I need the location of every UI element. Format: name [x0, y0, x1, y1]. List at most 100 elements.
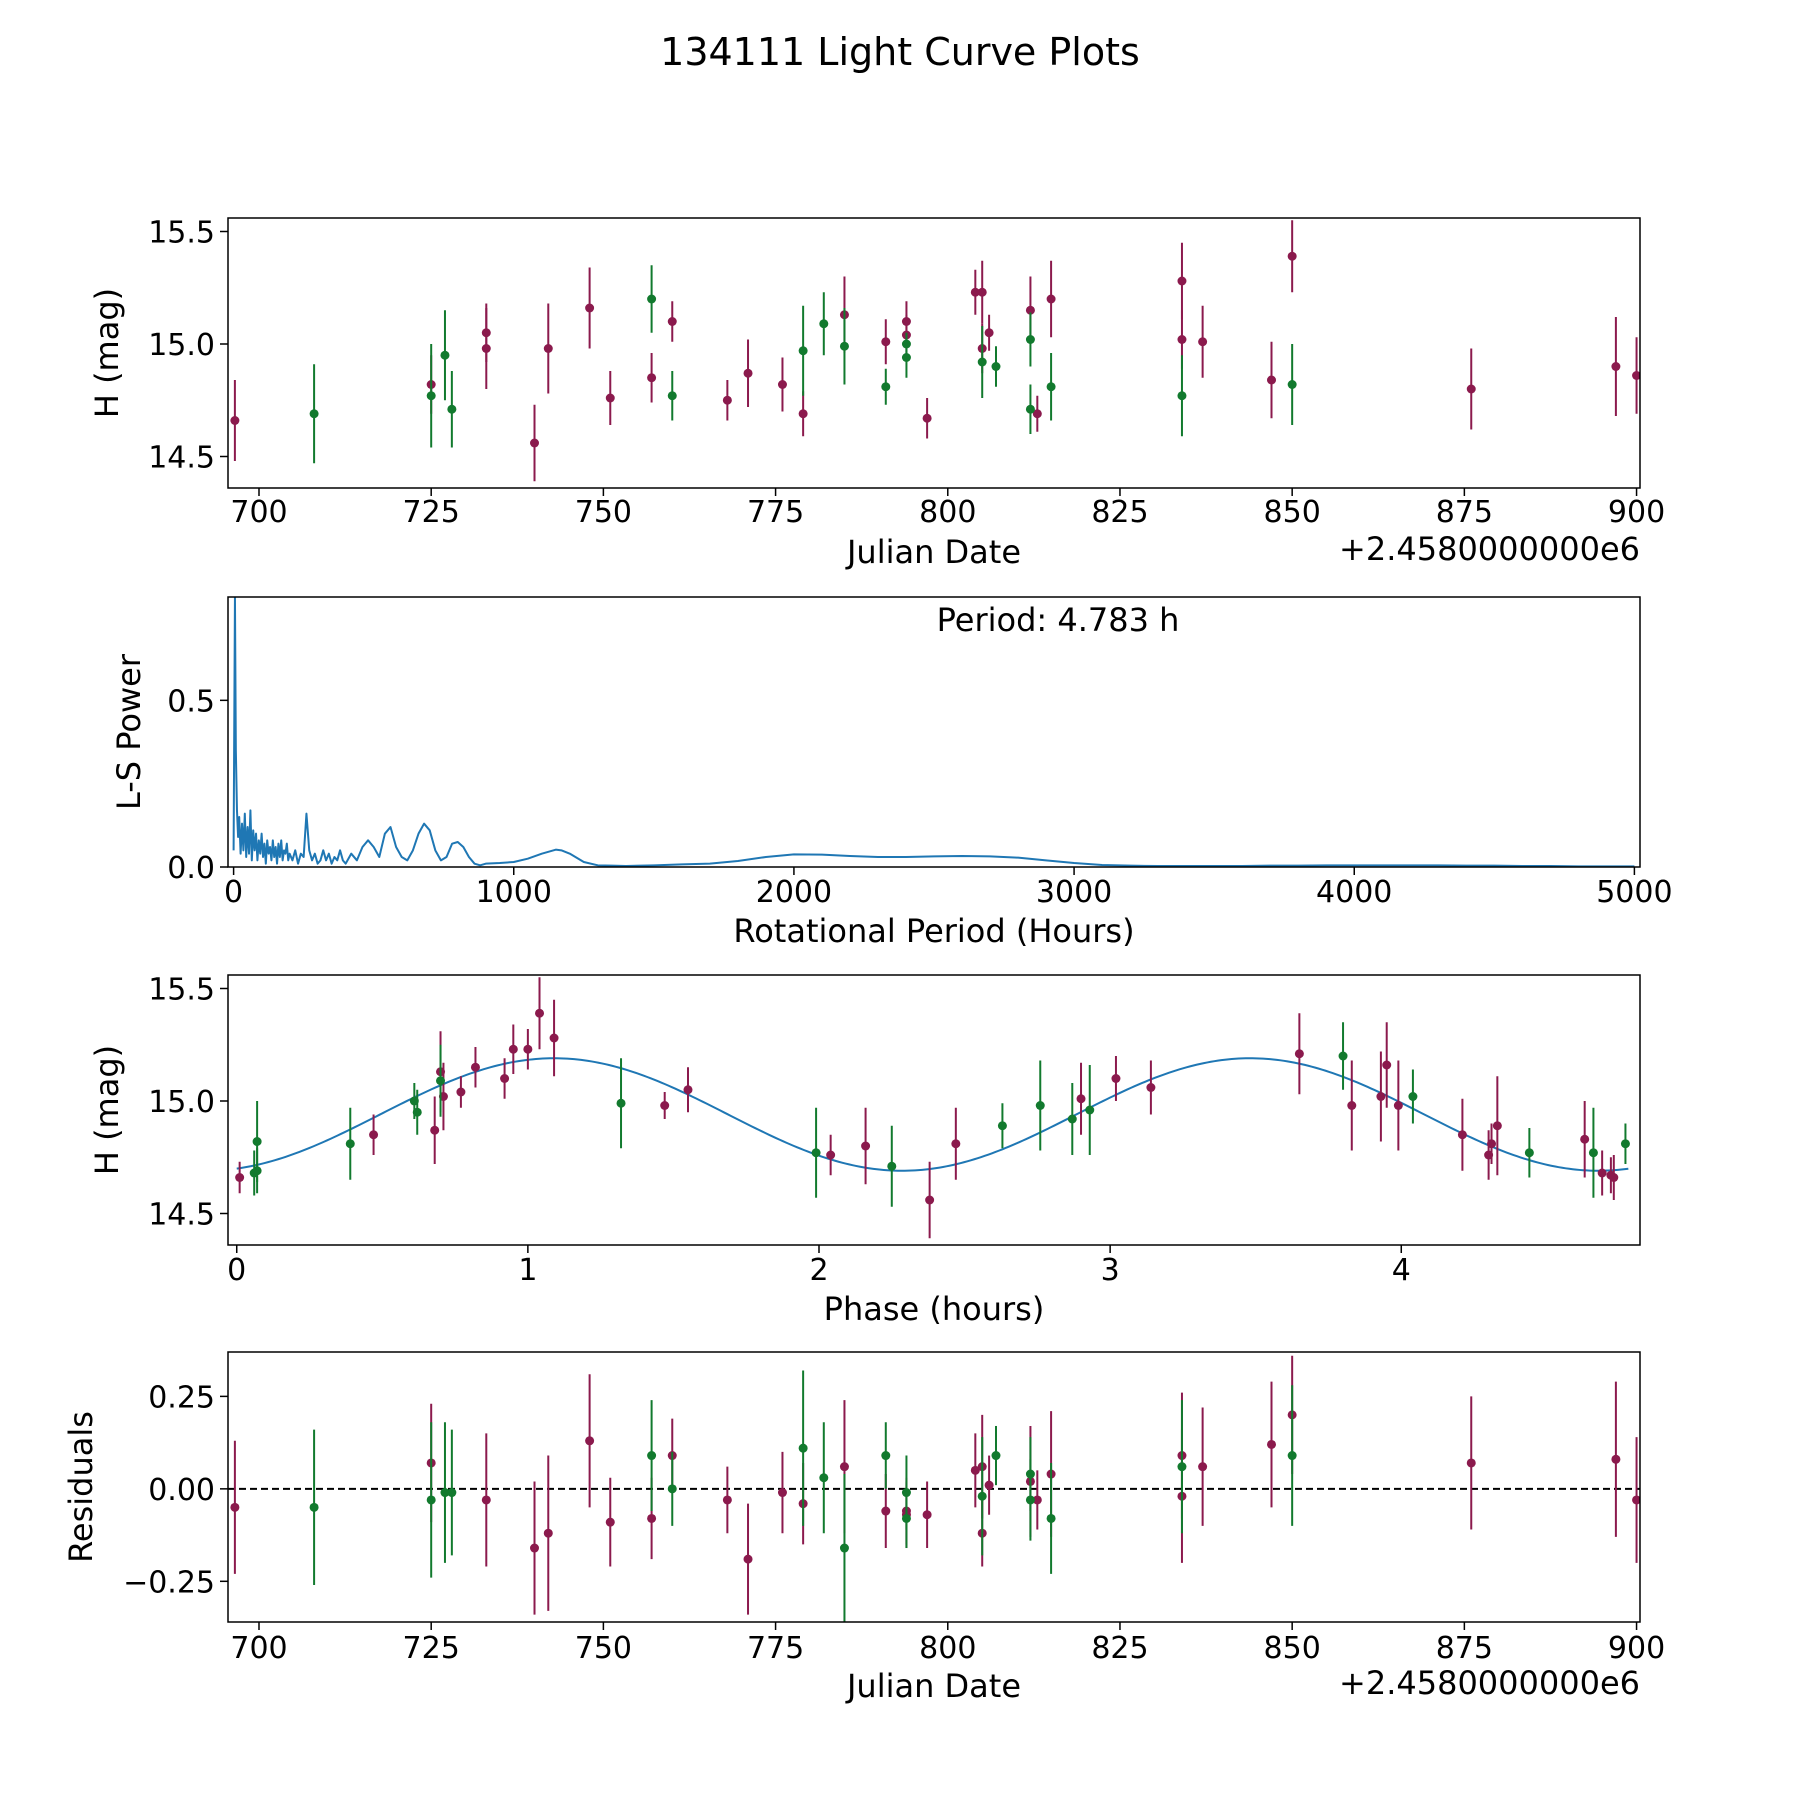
data-point — [1466, 1458, 1476, 1468]
data-point — [826, 1150, 836, 1160]
x-tick-label: 800 — [919, 1631, 976, 1666]
x-axis-label: Phase (hours) — [824, 1290, 1045, 1328]
data-point — [252, 1137, 262, 1146]
data-point — [345, 1139, 355, 1149]
data-point — [1177, 276, 1187, 286]
data-point — [977, 1491, 987, 1501]
data-point — [1177, 1462, 1187, 1472]
axes-frame — [227, 974, 1641, 1246]
data-point — [1632, 1495, 1640, 1505]
y-tick-label: 0.00 — [148, 1473, 215, 1508]
data-point — [1347, 1101, 1357, 1110]
data-point — [798, 1443, 808, 1453]
data-point — [647, 1513, 657, 1523]
y-tick-label: 15.5 — [148, 216, 215, 251]
data-point — [1376, 1092, 1386, 1101]
data-point — [811, 1148, 821, 1158]
data-point — [743, 368, 753, 378]
data-point — [951, 1139, 961, 1149]
x-tick-label: 900 — [1608, 495, 1665, 530]
plot-area — [230, 220, 1640, 482]
data-point — [530, 438, 540, 448]
x-tick-label: 750 — [575, 495, 632, 530]
figure-title: 134111 Light Curve Plots — [660, 30, 1140, 74]
data-point — [1046, 382, 1056, 392]
data-point — [922, 413, 932, 423]
data-point — [647, 373, 657, 383]
data-point — [660, 1101, 670, 1110]
data-point — [1632, 371, 1640, 380]
panel-phased: 0 1 2 3 4 14.5 15.0 15.5 Phase (hours) H (mag) — [88, 973, 1641, 1328]
data-point — [667, 317, 677, 326]
x-tick-label: 850 — [1264, 1631, 1321, 1666]
data-point — [777, 380, 787, 389]
data-point — [1620, 1139, 1630, 1149]
data-point — [1524, 1148, 1534, 1158]
axes-frame — [227, 596, 1641, 868]
x-tick-label: 800 — [919, 495, 976, 530]
x-tick-label: 875 — [1436, 1631, 1493, 1666]
data-point — [901, 1513, 911, 1523]
data-point — [1393, 1101, 1403, 1110]
x-tick-label: 750 — [575, 1631, 632, 1666]
data-point — [1492, 1121, 1502, 1131]
data-point — [1466, 384, 1476, 394]
data-point — [991, 362, 1001, 371]
data-point — [235, 1173, 245, 1182]
x-tick-label: 0 — [224, 875, 243, 910]
data-point — [230, 1502, 240, 1512]
x-axis-label: Julian Date — [845, 1667, 1021, 1705]
x-axis-offset-label: +2.4580000000e6 — [1339, 530, 1640, 568]
data-point — [481, 344, 491, 353]
x-tick-label: 4 — [1392, 1253, 1411, 1288]
data-point — [1046, 1513, 1056, 1523]
data-point — [1085, 1105, 1095, 1115]
y-tick-label: 14.5 — [148, 441, 215, 476]
data-point — [798, 409, 808, 419]
data-point — [369, 1130, 379, 1140]
data-point — [1267, 375, 1277, 385]
data-point — [925, 1195, 935, 1205]
x-tick-label: 4000 — [1316, 875, 1392, 910]
data-point — [523, 1044, 533, 1054]
data-point — [426, 391, 436, 401]
data-point — [901, 353, 911, 362]
series-green — [309, 1370, 1297, 1622]
data-point — [1609, 1173, 1619, 1182]
plots-container: 700 725 750 775 800 825 850 875 900 14.5 15.0 15.5 J… — [62, 216, 1673, 1706]
data-point — [440, 350, 450, 360]
x-tick-label: 3 — [1101, 1253, 1120, 1288]
data-point — [426, 1495, 436, 1505]
data-point — [309, 1502, 319, 1512]
data-point — [1408, 1092, 1418, 1101]
period-annotation: Period: 4.783 h — [937, 601, 1180, 639]
data-point — [984, 328, 994, 338]
x-tick-label: 850 — [1264, 495, 1321, 530]
data-point — [616, 1098, 626, 1108]
data-point — [839, 1462, 849, 1472]
data-point — [1287, 380, 1297, 389]
x-tick-label: 775 — [747, 1631, 804, 1666]
data-point — [970, 287, 980, 297]
data-point — [922, 1510, 932, 1520]
data-point — [1025, 1495, 1035, 1505]
data-point — [997, 1121, 1007, 1131]
data-point — [861, 1141, 871, 1151]
data-point — [1076, 1094, 1086, 1104]
series-green — [249, 1022, 1630, 1207]
data-point — [500, 1074, 510, 1083]
x-tick-label: 900 — [1608, 1631, 1665, 1666]
data-point — [881, 1451, 891, 1461]
data-point — [984, 1480, 994, 1490]
x-axis-offset-label: +2.4580000000e6 — [1339, 1664, 1640, 1702]
data-point — [777, 1488, 787, 1498]
data-point — [1487, 1139, 1497, 1149]
data-point — [1597, 1168, 1607, 1178]
data-point — [743, 1554, 753, 1564]
data-point — [1025, 404, 1035, 414]
plot-area — [232, 597, 1635, 867]
data-point — [977, 287, 987, 297]
data-point — [819, 1473, 829, 1483]
x-tick-label: 875 — [1436, 495, 1493, 530]
series-green — [309, 265, 1297, 464]
